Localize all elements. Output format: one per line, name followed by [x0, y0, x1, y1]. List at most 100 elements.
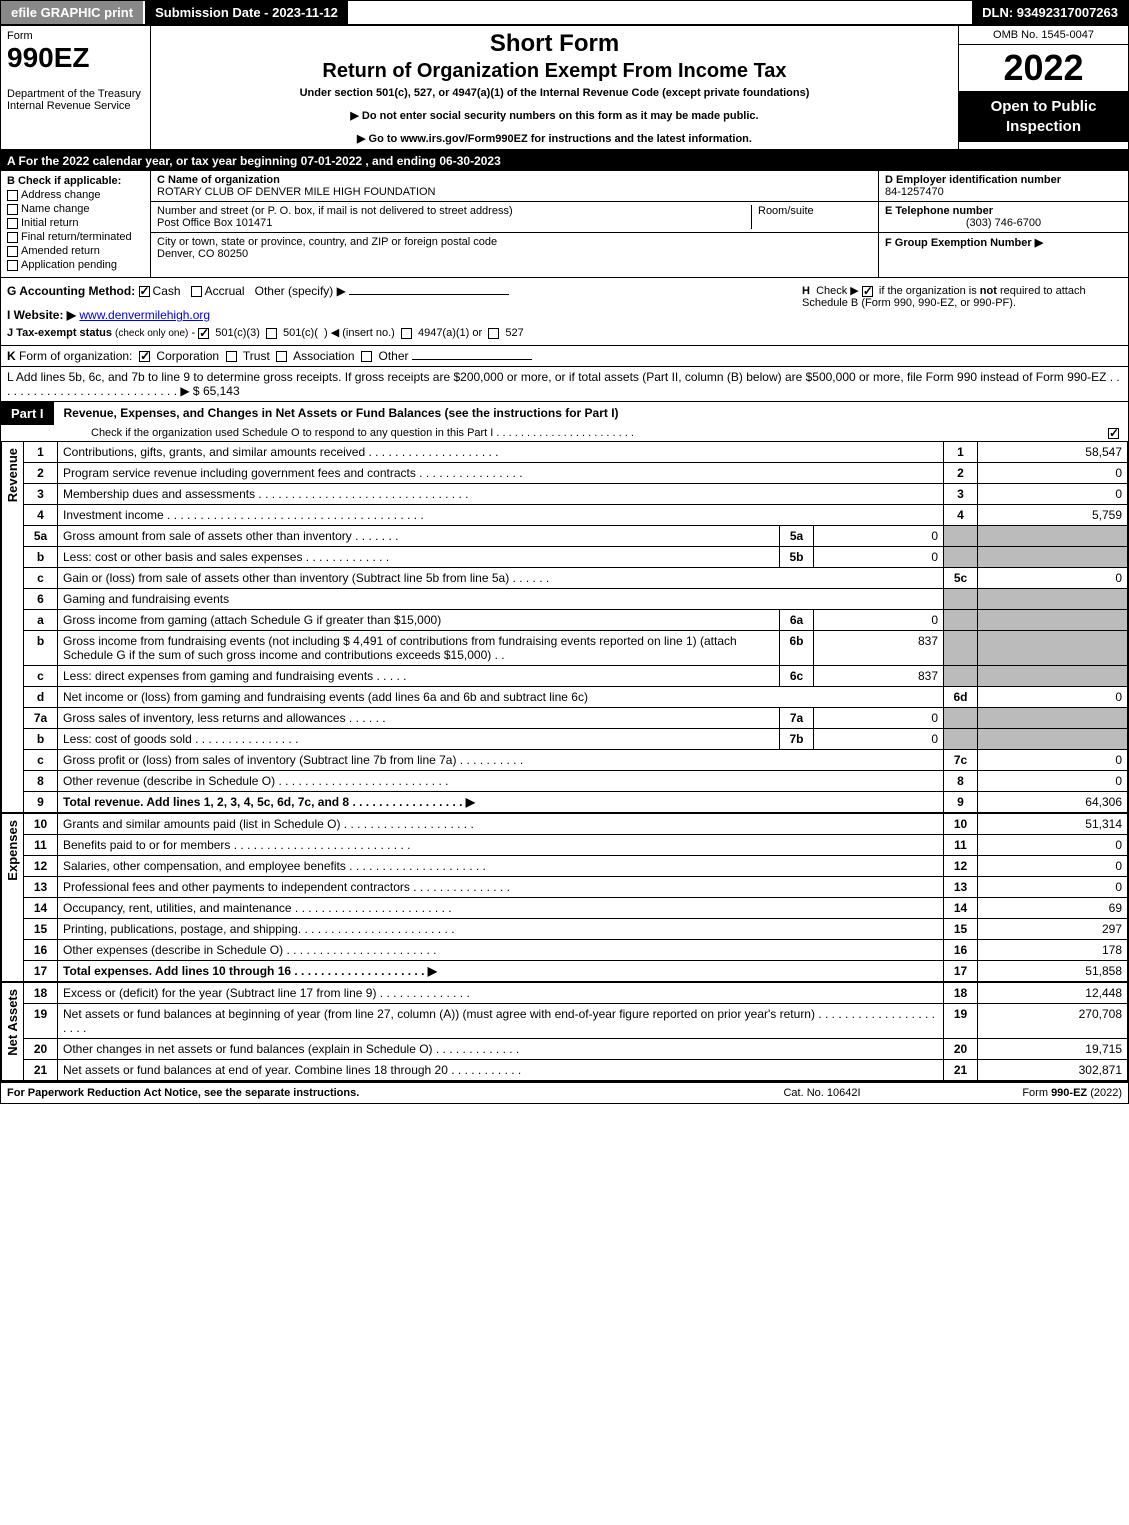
street-label: Number and street (or P. O. box, if mail…: [157, 205, 513, 217]
instructions-text: ▶ Go to www.irs.gov/Form990EZ for instru…: [357, 133, 752, 145]
instructions-link-note: ▶ Go to www.irs.gov/Form990EZ for instru…: [157, 132, 952, 145]
row-18: 18Excess or (deficit) for the year (Subt…: [24, 983, 1128, 1004]
ein-cell: D Employer identification number 84-1257…: [879, 171, 1128, 202]
expenses-sidelabel: Expenses: [1, 813, 23, 982]
section-h: H Check ▶ if the organization is not req…: [802, 284, 1122, 309]
other-org-input[interactable]: [412, 359, 532, 360]
line-l-value: 65,143: [203, 384, 240, 398]
row-17: 17Total expenses. Add lines 10 through 1…: [24, 961, 1128, 982]
row-5a: 5aGross amount from sale of assets other…: [24, 526, 1128, 547]
city-value: Denver, CO 80250: [157, 248, 248, 260]
expenses-table: 10Grants and similar amounts paid (list …: [23, 813, 1128, 982]
room-label: Room/suite: [758, 205, 814, 217]
website-link[interactable]: www.denvermilehigh.org: [79, 308, 210, 322]
expenses-block: Expenses 10Grants and similar amounts pa…: [1, 813, 1128, 982]
part1-tag: Part I: [1, 402, 54, 425]
net-assets-sidelabel: Net Assets: [1, 982, 23, 1081]
row-8: 8Other revenue (describe in Schedule O) …: [24, 771, 1128, 792]
topbar: efile GRAPHIC print Submission Date - 20…: [1, 1, 1128, 26]
group-exemption-cell: F Group Exemption Number ▶: [879, 233, 1128, 252]
line-l-text: L Add lines 5b, 6c, and 7b to line 9 to …: [7, 370, 1120, 398]
chk-initial-return[interactable]: Initial return: [7, 217, 144, 229]
street-value: Post Office Box 101471: [157, 217, 272, 229]
chk-association[interactable]: [276, 351, 287, 362]
row-12: 12Salaries, other compensation, and empl…: [24, 856, 1128, 877]
omb-number: OMB No. 1545-0047: [959, 26, 1128, 45]
form-header: Form 990EZ Department of the Treasury In…: [1, 26, 1128, 151]
row-5c: cGain or (loss) from sale of assets othe…: [24, 568, 1128, 589]
row-6: 6Gaming and fundraising events: [24, 589, 1128, 610]
org-name-cell: C Name of organization ROTARY CLUB OF DE…: [151, 171, 878, 202]
department-label: Department of the Treasury Internal Reve…: [7, 88, 144, 112]
org-name-label: C Name of organization: [157, 174, 280, 186]
row-6b: bGross income from fundraising events (n…: [24, 631, 1128, 666]
chk-other-org[interactable]: [361, 351, 372, 362]
submission-date-button[interactable]: Submission Date - 2023-11-12: [145, 1, 350, 24]
chk-amended-return[interactable]: Amended return: [7, 245, 144, 257]
chk-accrual[interactable]: [191, 286, 202, 297]
chk-cash[interactable]: [139, 286, 150, 297]
chk-application-pending[interactable]: Application pending: [7, 259, 144, 271]
tax-year: 2022: [959, 45, 1128, 91]
chk-501c3[interactable]: [198, 328, 209, 339]
chk-name-change[interactable]: Name change: [7, 203, 144, 215]
row-9: 9Total revenue. Add lines 1, 2, 3, 4, 5c…: [24, 792, 1128, 813]
chk-final-return[interactable]: Final return/terminated: [7, 231, 144, 243]
dln-label: DLN: 93492317007263: [972, 1, 1128, 24]
header-right: OMB No. 1545-0047 2022 Open to Public In…: [958, 26, 1128, 149]
chk-4947[interactable]: [401, 328, 412, 339]
row-15: 15Printing, publications, postage, and s…: [24, 919, 1128, 940]
chk-501c[interactable]: [266, 328, 277, 339]
open-to-public-badge: Open to Public Inspection: [959, 91, 1128, 142]
group-exemption-label: F Group Exemption Number ▶: [885, 237, 1043, 249]
row-10: 10Grants and similar amounts paid (list …: [24, 814, 1128, 835]
chk-schedule-b-not-required[interactable]: [862, 286, 873, 297]
row-7b: bLess: cost of goods sold . . . . . . . …: [24, 729, 1128, 750]
row-3: 3Membership dues and assessments . . . .…: [24, 484, 1128, 505]
topbar-spacer: [350, 1, 972, 24]
section-def: D Employer identification number 84-1257…: [878, 171, 1128, 277]
part1-scheduleo-note: Check if the organization used Schedule …: [1, 425, 1128, 441]
city-label: City or town, state or province, country…: [157, 236, 497, 248]
other-method-input[interactable]: [349, 294, 509, 295]
header-center: Short Form Return of Organization Exempt…: [151, 26, 958, 149]
section-g: G Accounting Method: Cash Accrual Other …: [7, 284, 802, 339]
form-number: 990EZ: [7, 42, 144, 74]
chk-schedule-o-part1[interactable]: [1108, 428, 1119, 439]
form-word: Form: [7, 30, 144, 42]
chk-527[interactable]: [488, 328, 499, 339]
phone-label: E Telephone number: [885, 205, 993, 217]
row-6a: aGross income from gaming (attach Schedu…: [24, 610, 1128, 631]
chk-trust[interactable]: [226, 351, 237, 362]
org-name-value: ROTARY CLUB OF DENVER MILE HIGH FOUNDATI…: [157, 186, 436, 198]
ssn-warning: ▶ Do not enter social security numbers o…: [157, 109, 952, 122]
paperwork-notice: For Paperwork Reduction Act Notice, see …: [7, 1087, 722, 1099]
phone-cell: E Telephone number (303) 746-6700: [879, 202, 1128, 233]
form-title-short: Short Form: [157, 30, 952, 58]
row-7c: cGross profit or (loss) from sales of in…: [24, 750, 1128, 771]
row-5b: bLess: cost or other basis and sales exp…: [24, 547, 1128, 568]
revenue-sidelabel: Revenue: [1, 441, 23, 813]
header-left: Form 990EZ Department of the Treasury In…: [1, 26, 151, 149]
revenue-table: 1Contributions, gifts, grants, and simil…: [23, 441, 1128, 813]
chk-address-change[interactable]: Address change: [7, 189, 144, 201]
efile-print-button[interactable]: efile GRAPHIC print: [1, 1, 145, 24]
net-assets-table: 18Excess or (deficit) for the year (Subt…: [23, 982, 1128, 1081]
row-2: 2Program service revenue including gover…: [24, 463, 1128, 484]
ein-label: D Employer identification number: [885, 174, 1061, 186]
form-name-footer: Form 990-EZ (2022): [922, 1087, 1122, 1099]
section-b: B Check if applicable: Address change Na…: [1, 171, 151, 277]
section-bcdef: B Check if applicable: Address change Na…: [1, 171, 1128, 278]
ein-value: 84-1257470: [885, 186, 944, 198]
phone-value: (303) 746-6700: [885, 217, 1122, 229]
chk-corporation[interactable]: [139, 351, 150, 362]
line-k: K Form of organization: Corporation Trus…: [1, 346, 1128, 367]
city-cell: City or town, state or province, country…: [151, 233, 878, 263]
g-label: G Accounting Method:: [7, 284, 139, 298]
row-1: 1Contributions, gifts, grants, and simil…: [24, 442, 1128, 463]
line-l: L Add lines 5b, 6c, and 7b to line 9 to …: [1, 367, 1128, 402]
form-subtitle: Under section 501(c), 527, or 4947(a)(1)…: [157, 87, 952, 99]
row-6d: dNet income or (loss) from gaming and fu…: [24, 687, 1128, 708]
part1-header: Part I Revenue, Expenses, and Changes in…: [1, 402, 1128, 425]
street-cell: Number and street (or P. O. box, if mail…: [151, 202, 878, 233]
